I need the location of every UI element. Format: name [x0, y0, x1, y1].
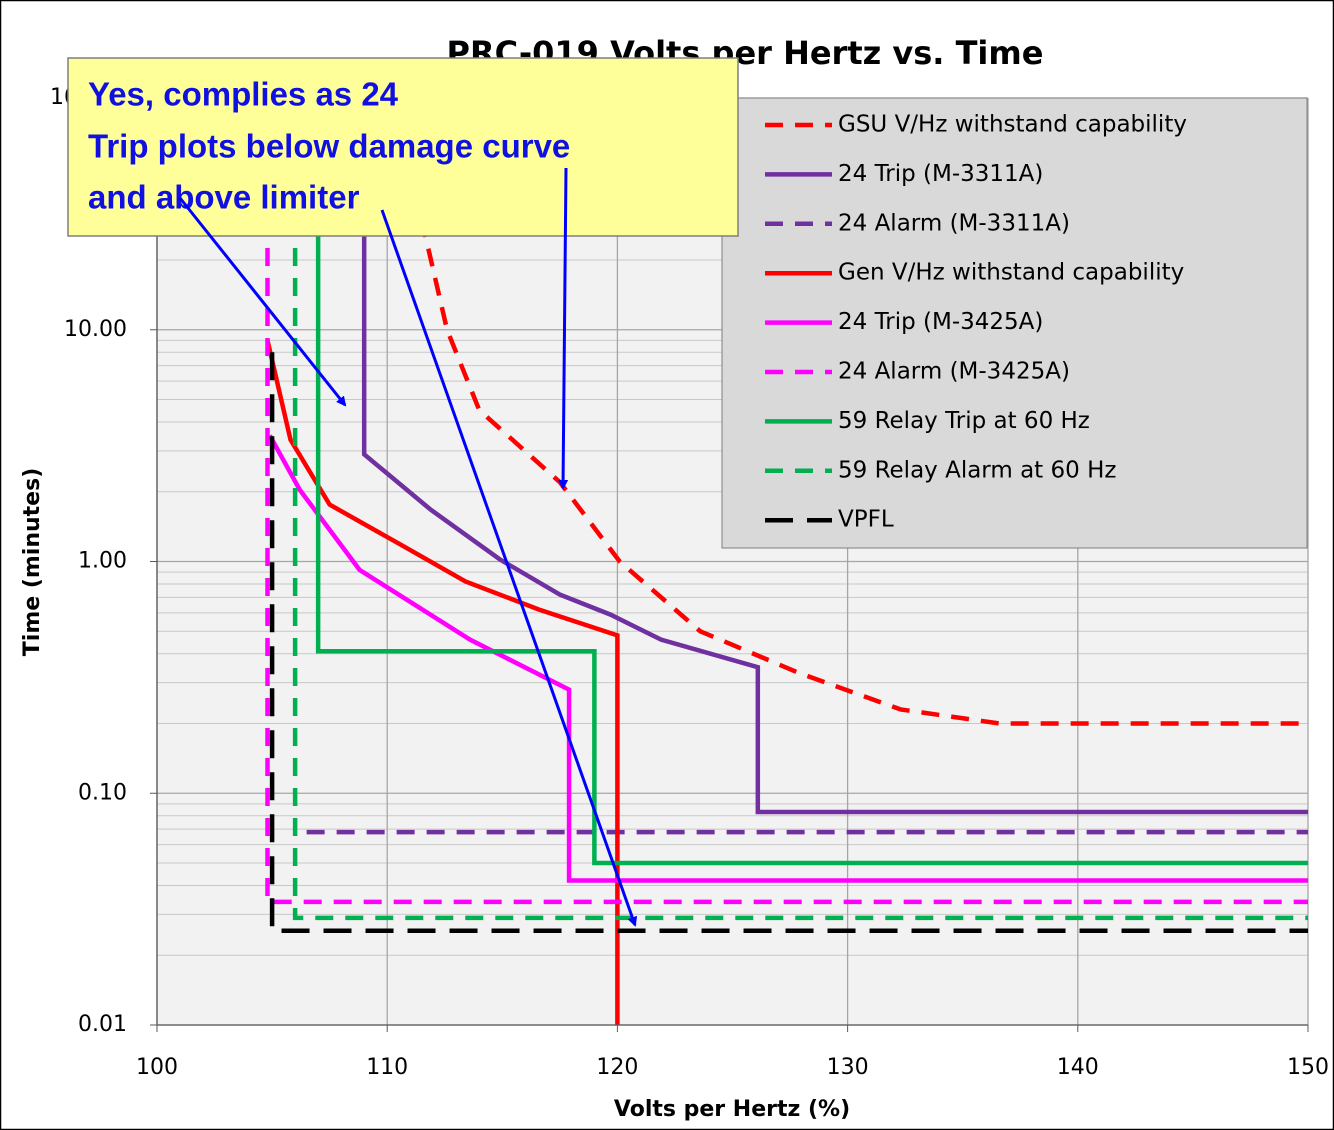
y-tick-label: 1.00 — [78, 549, 127, 574]
legend-label: GSU V/Hz withstand capability — [838, 112, 1187, 138]
x-tick-label: 150 — [1287, 1055, 1329, 1080]
series-line — [269, 352, 1308, 934]
legend-label: 24 Trip (M-3311A) — [838, 161, 1043, 187]
series-line — [361, 98, 1308, 815]
legend-label: Gen V/Hz withstand capability — [838, 260, 1184, 286]
legend-label: 24 Alarm (M-3425A) — [838, 359, 1070, 385]
arrow — [380, 209, 638, 927]
arrow — [558, 167, 569, 490]
y-axis-label: Time (minutes) — [20, 468, 45, 656]
legend-label: VPFL — [838, 507, 894, 533]
annotation-box — [67, 57, 739, 237]
legend-label: 59 Relay Alarm at 60 Hz — [838, 457, 1116, 483]
legend-label: 59 Relay Trip at 60 Hz — [838, 408, 1090, 434]
series-line — [267, 434, 1308, 883]
x-axis-label: Volts per Hertz (%) — [614, 1097, 850, 1122]
annotation-text: and above limiter — [88, 179, 360, 216]
x-tick-label: 130 — [827, 1055, 869, 1080]
x-tick-label: 120 — [596, 1055, 638, 1080]
y-tick-label: 0.01 — [78, 1012, 127, 1037]
series-line — [412, 189, 1308, 726]
y-tick-label: 0.10 — [78, 780, 127, 805]
series-line — [292, 98, 1308, 921]
series-line — [265, 339, 620, 1025]
x-tick-label: 140 — [1057, 1055, 1099, 1080]
series-line — [315, 98, 1308, 866]
legend-label: 24 Trip (M-3425A) — [838, 309, 1043, 335]
arrow — [178, 197, 347, 407]
y-tick-label: 10.00 — [64, 317, 127, 342]
annotation-text: Trip plots below damage curve — [88, 128, 570, 165]
annotation-text: Yes, complies as 24 — [88, 76, 399, 113]
legend-label: 24 Alarm (M-3311A) — [838, 210, 1070, 236]
x-tick-label: 100 — [136, 1055, 178, 1080]
x-tick-label: 110 — [366, 1055, 408, 1080]
